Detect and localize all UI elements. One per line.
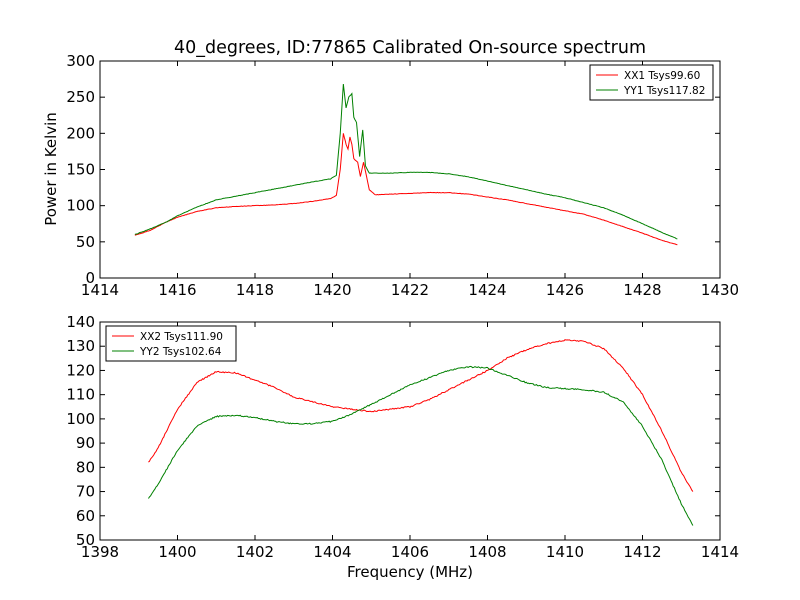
x-tick-label: 1428: [623, 281, 661, 299]
y-tick-label: 100: [66, 197, 95, 215]
top-panel: 1414 1416 1418 1420 1422 1424 1426 1428 14300501…: [66, 52, 739, 299]
y-tick-label: 300: [66, 52, 95, 70]
legend-label: YY2 Tsys102.64: [139, 346, 222, 358]
x-tick-label: 1404: [313, 543, 351, 561]
series-line-2-2: [148, 366, 692, 525]
x-tick-label: 1402: [236, 543, 274, 561]
x-tick-label: 1430: [701, 281, 739, 299]
x-axis-label: Frequency (MHz): [347, 563, 473, 581]
y-axis-label: Power in Kelvin: [42, 112, 60, 226]
y-tick-label: 200: [66, 124, 95, 142]
y-tick-label: 90: [76, 434, 95, 452]
x-tick-label: 1412: [623, 543, 661, 561]
y-tick-label: 80: [76, 458, 95, 476]
x-tick-label: 1408: [468, 543, 506, 561]
x-tick-label: 1406: [391, 543, 429, 561]
x-tick-label: 1410: [546, 543, 584, 561]
y-tick-label: 60: [76, 507, 95, 525]
legend-label: XX1 Tsys99.60: [624, 70, 700, 82]
legend: XX2 Tsys111.90 YY2 Tsys102.64: [106, 326, 236, 361]
series-line-1-1: [135, 133, 678, 244]
y-tick-label: 130: [66, 337, 95, 355]
y-tick-label: 250: [66, 88, 95, 106]
x-tick-label: 1416: [158, 281, 196, 299]
y-tick-label: 120: [66, 361, 95, 379]
legend-label: YY1 Tsys117.82: [623, 85, 705, 97]
y-tick-label: 70: [76, 483, 95, 501]
x-tick-label: 1418: [236, 281, 274, 299]
x-tick-label: 1422: [391, 281, 429, 299]
x-tick-label: 1420: [313, 281, 351, 299]
y-tick-label: 100: [66, 410, 95, 428]
x-tick-label: 1400: [158, 543, 196, 561]
y-tick-label: 50: [76, 233, 95, 251]
legend-label: XX2 Tsys111.90: [140, 331, 223, 343]
y-tick-label: 50: [76, 531, 95, 549]
x-tick-label: 1414: [701, 543, 739, 561]
y-tick-label: 0: [85, 269, 95, 287]
y-tick-label: 150: [66, 161, 95, 179]
series-line-1-2: [135, 84, 678, 239]
bottom-panel: 1398 1400 1402 1404 1406 1408 1410 1412 14145060…: [66, 313, 739, 561]
y-tick-label: 110: [66, 386, 95, 404]
legend: XX1 Tsys99.60 YY1 Tsys117.82: [590, 65, 713, 100]
x-tick-label: 1424: [468, 281, 506, 299]
chart-title: 40_degrees, ID:77865 Calibrated On-sourc…: [174, 38, 646, 58]
x-tick-label: 1426: [546, 281, 584, 299]
y-tick-label: 140: [66, 313, 95, 331]
